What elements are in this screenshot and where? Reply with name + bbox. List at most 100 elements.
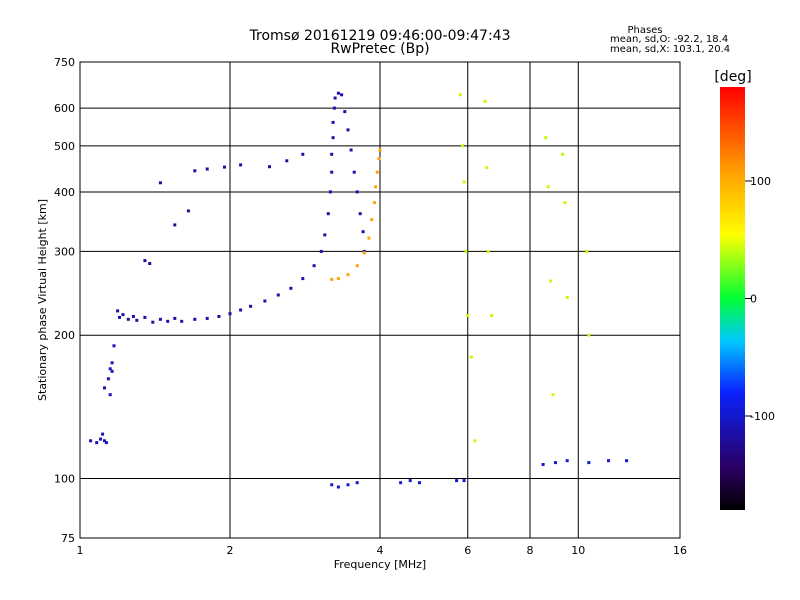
data-point xyxy=(340,93,344,97)
data-point xyxy=(374,185,378,189)
y-tick-label: 100 xyxy=(54,473,75,486)
stats-o-mode: mean, sd,O: -92.2, 18.4 xyxy=(610,34,728,45)
data-point xyxy=(205,167,209,171)
data-point xyxy=(99,437,103,441)
colorbar-tick-label: -100 xyxy=(750,410,775,423)
data-point xyxy=(469,355,473,359)
data-point xyxy=(158,181,162,185)
data-point xyxy=(336,485,340,489)
data-point xyxy=(89,439,93,443)
axes: 1 2 4 6 8 10 16 75 100 200 300 400 500 600 750 xyxy=(54,56,687,557)
data-point xyxy=(458,93,462,97)
data-point xyxy=(355,264,359,268)
grid-lines xyxy=(80,62,680,538)
colorbar-tick-label: 0 xyxy=(750,293,757,306)
plot-frame xyxy=(79,61,681,539)
data-point xyxy=(193,317,197,321)
data-point xyxy=(352,170,356,174)
y-tick-label: 400 xyxy=(54,186,75,199)
data-point xyxy=(143,315,147,319)
stats-heading: Phases xyxy=(627,25,662,36)
data-point xyxy=(462,479,466,483)
data-point xyxy=(362,251,366,255)
data-point xyxy=(565,459,569,463)
data-point xyxy=(375,170,379,174)
data-point xyxy=(166,319,170,323)
data-point xyxy=(378,148,382,152)
data-point xyxy=(143,259,147,263)
data-point xyxy=(121,313,125,317)
data-point xyxy=(367,236,371,240)
data-point xyxy=(418,481,421,485)
data-point xyxy=(486,249,490,253)
data-point xyxy=(228,312,232,316)
colorbar xyxy=(720,87,745,510)
data-point xyxy=(223,165,226,169)
data-point xyxy=(118,315,121,319)
data-point xyxy=(607,459,610,463)
data-point xyxy=(116,309,120,313)
data-point xyxy=(101,432,105,436)
stats-x-mode: mean, sd,X: 103.1, 20.4 xyxy=(610,44,730,55)
data-point xyxy=(301,152,305,156)
scatter-points xyxy=(89,91,629,489)
data-point xyxy=(563,201,567,205)
x-axis-label: Frequency [MHz] xyxy=(334,558,426,571)
data-point xyxy=(466,314,470,317)
y-tick-label: 300 xyxy=(54,245,75,258)
colorbar-label: [deg] xyxy=(714,69,751,85)
data-point xyxy=(186,209,190,213)
data-point xyxy=(301,277,305,281)
data-point xyxy=(148,262,152,265)
x-tick-label: 16 xyxy=(673,544,687,557)
data-point xyxy=(349,148,353,152)
data-point xyxy=(110,361,114,365)
data-point xyxy=(330,277,334,281)
data-point xyxy=(473,439,477,443)
data-point xyxy=(249,304,253,308)
data-point xyxy=(158,317,162,321)
data-point xyxy=(331,120,335,124)
data-point xyxy=(276,293,280,297)
data-point xyxy=(346,128,350,132)
x-tick-label: 10 xyxy=(571,544,585,557)
data-point xyxy=(330,170,334,174)
data-point xyxy=(460,144,464,148)
data-point xyxy=(180,319,184,323)
x-tick-label: 6 xyxy=(464,544,471,557)
data-point xyxy=(135,318,139,322)
data-point xyxy=(239,308,243,312)
data-point xyxy=(399,481,403,485)
data-point xyxy=(455,479,459,483)
data-point xyxy=(151,320,155,324)
data-point xyxy=(330,483,334,487)
data-point xyxy=(551,393,555,397)
data-point xyxy=(587,461,591,465)
data-point xyxy=(336,91,340,95)
data-point xyxy=(483,99,487,103)
data-point xyxy=(333,96,337,100)
data-point xyxy=(289,286,293,290)
data-point xyxy=(464,249,468,253)
data-point xyxy=(173,316,177,320)
data-point xyxy=(323,233,327,237)
data-point xyxy=(312,264,316,268)
x-tick-label: 4 xyxy=(377,544,384,557)
data-point xyxy=(193,169,197,173)
chart-subtitle: RwPretec (Bp) xyxy=(330,41,429,57)
data-point xyxy=(343,110,347,114)
data-point xyxy=(95,441,99,445)
chart-title: Tromsø 20161219 09:46:00-09:47:43 xyxy=(249,28,511,44)
data-point xyxy=(319,249,323,253)
y-tick-label: 75 xyxy=(61,532,75,545)
data-point xyxy=(126,317,130,321)
data-point xyxy=(585,249,589,253)
data-point xyxy=(110,369,114,373)
data-point xyxy=(561,152,565,156)
data-point xyxy=(346,273,350,277)
data-point xyxy=(268,165,271,169)
data-point xyxy=(373,201,376,205)
x-tick-label: 1 xyxy=(77,544,84,557)
data-point xyxy=(239,163,243,167)
